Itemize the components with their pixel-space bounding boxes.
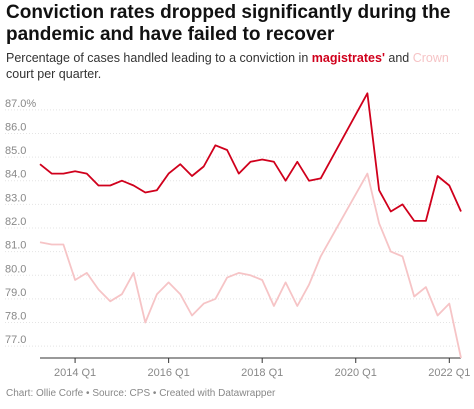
series-line-magistrates [39, 92, 462, 222]
footer-credit: Created with Datawrapper [159, 388, 276, 399]
footer-source: Source: CPS [92, 388, 151, 399]
y-tick-label: 83.0 [5, 192, 26, 204]
subtitle-text-end: court per quarter. [6, 67, 102, 81]
subtitle-text: Percentage of cases handled leading to a… [6, 51, 312, 65]
legend-key-magistrates: magistrates' [311, 51, 385, 65]
subtitle-text-and: and [384, 51, 413, 65]
y-tick-label: 80.0 [5, 263, 26, 275]
y-tick-label: 81.0 [5, 240, 26, 252]
y-tick-label: 84.0 [5, 169, 26, 181]
x-tick-label: 2022 Q1 [428, 367, 470, 379]
chart-footer: Chart: Ollie Corfe • Source: CPS • Creat… [6, 388, 276, 399]
legend-key-crown: Crown [412, 51, 449, 65]
y-tick-label: 87.0% [5, 98, 36, 110]
series-lines [39, 92, 462, 359]
x-tick-label: 2014 Q1 [54, 367, 96, 379]
chart-subtitle: Percentage of cases handled leading to a… [6, 50, 468, 82]
y-tick-label: 85.0 [5, 145, 26, 157]
x-tick-label: 2020 Q1 [335, 367, 377, 379]
y-tick-label: 82.0 [5, 216, 26, 228]
y-grid [5, 109, 461, 347]
x-tick-label: 2016 Q1 [148, 367, 190, 379]
x-tick-label: 2018 Q1 [241, 367, 283, 379]
y-axis-labels: 87.0% 86.0 85.0 84.0 83.0 82.0 81.0 80.0 79.0 78.… [5, 98, 36, 346]
series-line-crown [39, 172, 462, 359]
y-tick-label: 77.0 [5, 334, 26, 346]
x-axis: 2014 Q1 2016 Q1 2018 Q1 2020 Q1 2022 Q1 [40, 357, 470, 379]
y-tick-label: 78.0 [5, 311, 26, 323]
y-tick-label: 86.0 [5, 121, 26, 133]
footer-author: Chart: Ollie Corfe [6, 388, 84, 399]
chart-title: Conviction rates dropped significantly d… [6, 2, 451, 45]
y-tick-label: 79.0 [5, 287, 26, 299]
